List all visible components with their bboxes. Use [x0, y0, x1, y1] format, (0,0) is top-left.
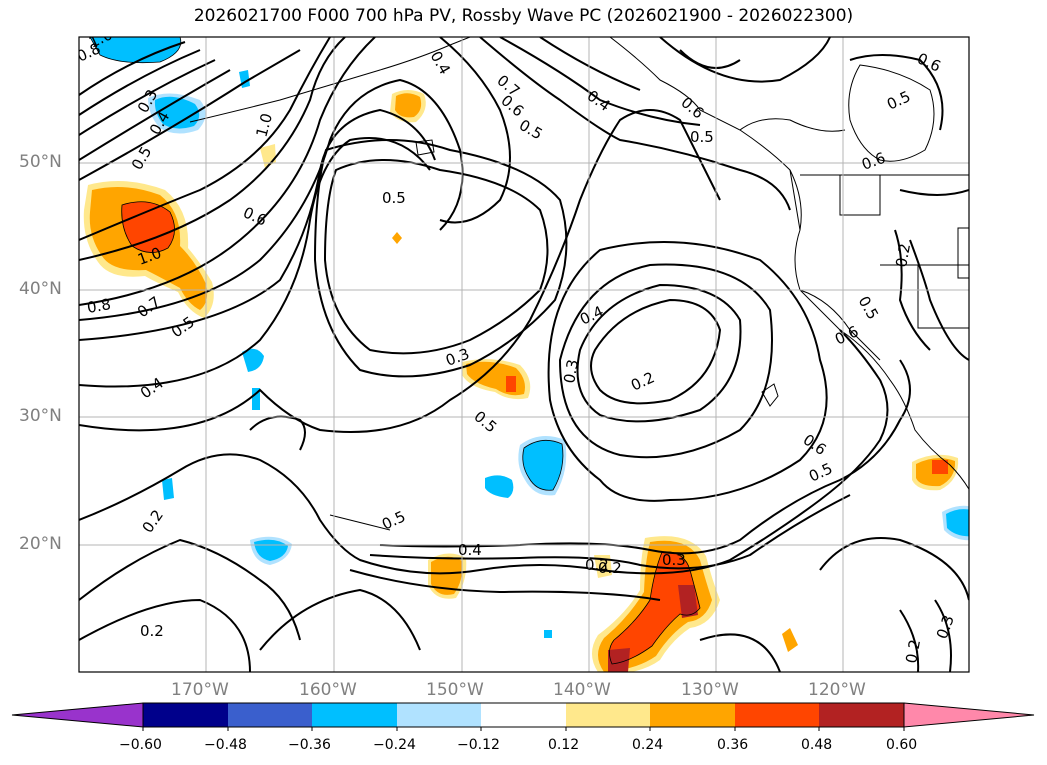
positive-anomaly — [678, 585, 698, 618]
colorbar-tick-label: −0.24 — [373, 737, 416, 753]
colorbar-segment — [228, 703, 312, 727]
contour-label: 1.0 — [252, 111, 276, 139]
contour-label: 0.6 — [677, 93, 707, 122]
contour-label: 0.2 — [598, 559, 622, 577]
colorbar-tick-label: −0.36 — [288, 737, 331, 753]
contour-label: 0.6 — [240, 203, 269, 229]
negative-anomaly — [522, 440, 563, 491]
graticule — [79, 37, 969, 672]
colorbar — [11, 702, 1035, 731]
colorbar-tick-label: 0.60 — [886, 737, 918, 753]
contour-label: 0.5 — [806, 459, 835, 485]
colorbar-tick-label: −0.48 — [204, 737, 247, 753]
contour-label: 0.5 — [884, 87, 913, 113]
negative-anomaly — [90, 37, 181, 63]
longitude-label: 160°W — [299, 680, 357, 700]
positive-anomaly — [506, 376, 516, 392]
map-frame — [78, 36, 970, 673]
longitude-label: 130°W — [681, 680, 739, 700]
contour-label: 0.4 — [458, 541, 482, 559]
contour-label: 0.2 — [139, 506, 167, 536]
negative-anomaly — [946, 509, 969, 537]
contour-label: 0.8 — [86, 295, 113, 317]
positive-anomaly — [121, 201, 175, 253]
latitude-label: 50°N — [19, 152, 62, 172]
longitude-label: 170°W — [171, 680, 229, 700]
contour-label: 0.6 — [859, 149, 888, 174]
colorbar-segment — [819, 703, 904, 727]
colorbar-tick-label: 0.48 — [801, 737, 833, 753]
contour-label: 0.2 — [902, 638, 924, 665]
colorbar-segment — [566, 703, 650, 727]
contour-label: 0.2 — [140, 622, 164, 640]
contour-label: 0.5 — [379, 507, 408, 533]
negative-anomaly — [544, 630, 552, 638]
positive-anomaly — [395, 93, 422, 118]
contour-label: 0.5 — [168, 313, 198, 341]
longitude-label: 120°W — [808, 680, 866, 700]
contour-label: 0.5 — [128, 143, 156, 173]
colorbar-tick-label: 0.36 — [717, 737, 749, 753]
contour-label: 0.2 — [585, 556, 609, 574]
contour-labels: 1.0 0.8 0.3 0.4 0.5 1.0 0.6 1.0 0.8 0.7 … — [79, 37, 958, 665]
positive-anomaly — [608, 648, 630, 672]
contour-label: 0.5 — [470, 407, 500, 436]
longitude-label: 150°W — [426, 680, 484, 700]
colorbar-tick-label: −0.60 — [119, 737, 162, 753]
negative-anomaly — [252, 388, 260, 410]
contour-label: 0.2 — [892, 242, 914, 269]
negative-anomaly — [242, 348, 264, 372]
colorbar-segment — [481, 703, 566, 727]
contour-label: 0.5 — [382, 189, 406, 207]
contour-label: 0.5 — [690, 128, 714, 146]
positive-anomaly — [260, 144, 276, 168]
figure-title: 2026021700 F000 700 hPa PV, Rossby Wave … — [193, 6, 854, 26]
colorbar-extend-high — [903, 702, 1035, 728]
latitude-label: 30°N — [19, 406, 62, 426]
contour-label: 0.4 — [137, 374, 167, 402]
positive-anomaly — [609, 551, 700, 664]
positive-anomaly — [782, 628, 798, 652]
colorbar-segment — [735, 703, 819, 727]
contour-label: 0.3 — [662, 551, 686, 569]
contour-label: 0.3 — [933, 613, 958, 642]
colorbar-tick-label: −0.12 — [457, 737, 500, 753]
contour-label: 0.5 — [855, 293, 883, 323]
coastlines — [189, 37, 969, 531]
contour-label: 0.4 — [577, 302, 606, 328]
contour-label: 0.3 — [560, 358, 582, 385]
negative-anomaly — [154, 96, 200, 129]
contour-label: 0.2 — [628, 368, 657, 394]
colorbar-segment — [397, 703, 481, 727]
positive-anomaly — [932, 460, 948, 474]
positive-anomaly — [594, 555, 612, 578]
anomaly-outlines — [89, 37, 701, 665]
colorbar-segment — [143, 703, 228, 727]
latitude-label: 20°N — [19, 534, 62, 554]
positive-anomaly — [431, 556, 463, 595]
latitude-label: 40°N — [19, 279, 62, 299]
negative-anomaly — [485, 475, 514, 498]
colorbar-extend-low — [11, 702, 144, 728]
contour-label: 0.6 — [914, 49, 943, 75]
colorbar-tick-label: 0.12 — [548, 737, 580, 753]
colorbar-segment — [312, 703, 397, 727]
positive-anomaly — [392, 232, 402, 244]
contour-label: 0.5 — [516, 116, 546, 144]
pv-contours — [79, 37, 969, 672]
colorbar-segment — [650, 703, 735, 727]
colorbar-tick-label: 0.24 — [632, 737, 664, 753]
longitude-label: 140°W — [553, 680, 611, 700]
contour-label: 0.7 — [134, 293, 164, 321]
negative-anomaly — [162, 478, 174, 500]
